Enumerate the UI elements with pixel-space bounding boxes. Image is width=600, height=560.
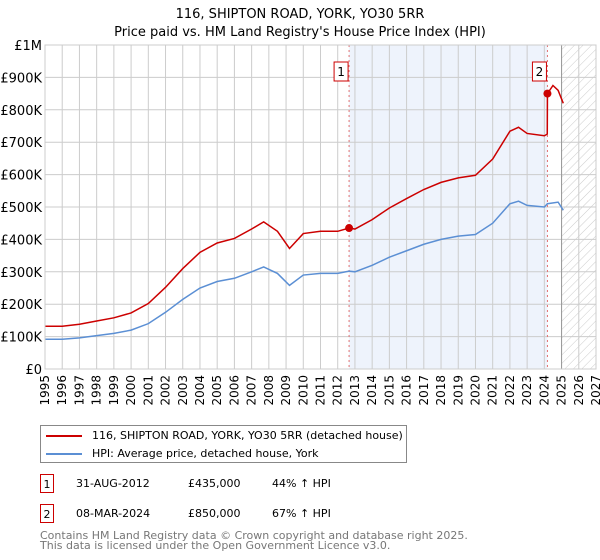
x-tick-label: 2021 — [486, 375, 500, 406]
sale-date: 31-AUG-2012 — [76, 477, 150, 490]
x-tick-label: 1995 — [38, 375, 52, 406]
x-tick-label: 2027 — [589, 375, 600, 406]
x-tick-label: 2008 — [262, 375, 276, 406]
x-tick-label: 1999 — [107, 375, 121, 406]
x-tick-label: 2004 — [193, 375, 207, 406]
x-tick-label: 2011 — [314, 375, 328, 406]
y-tick-label: £1M — [14, 39, 42, 54]
plot-frame — [44, 44, 597, 370]
x-tick-label: 2000 — [124, 375, 138, 406]
y-tick-label: £300K — [0, 266, 42, 281]
property-line — [45, 84, 564, 327]
y-tick-label: £700K — [0, 136, 42, 151]
x-tick-label: 2020 — [468, 375, 482, 406]
x-tick-label: 2001 — [141, 375, 155, 406]
sale-point — [543, 89, 552, 98]
x-tick-label: 2003 — [176, 375, 190, 406]
x-tick-label: 2015 — [382, 375, 396, 406]
legend-label-property: 116, SHIPTON ROAD, YORK, YO30 5RR (detac… — [92, 429, 403, 442]
sale-hpi: 67% ↑ HPI — [272, 507, 331, 520]
y-tick-label: £900K — [0, 71, 42, 86]
x-tick-label: 2002 — [159, 375, 173, 406]
chart-subtitle: Price paid vs. HM Land Registry's House … — [114, 25, 486, 40]
sale-price: £435,000 — [188, 477, 241, 490]
x-tick-label: 2026 — [572, 375, 586, 406]
x-tick-label: 2005 — [210, 375, 224, 406]
sale-price: £850,000 — [188, 507, 241, 520]
x-tick-label: 2012 — [331, 375, 345, 406]
y-tick-label: £400K — [0, 233, 42, 248]
sale-point — [345, 224, 354, 233]
chart-title: 116, SHIPTON ROAD, YORK, YO30 5RR — [176, 7, 425, 22]
x-tick-label: 2023 — [520, 375, 534, 406]
footer: Contains HM Land Registry data © Crown c… — [40, 529, 468, 552]
y-tick-label: £800K — [0, 104, 42, 119]
y-tick-label: £100K — [0, 331, 42, 346]
x-tick-label: 2025 — [555, 375, 569, 406]
price-chart: 116, SHIPTON ROAD, YORK, YO30 5RR Price … — [0, 7, 600, 406]
x-tick-label: 2010 — [296, 375, 310, 406]
x-tick-label: 2022 — [503, 375, 517, 406]
x-tick-label: 2007 — [245, 375, 259, 406]
y-tick-label: £0 — [25, 363, 42, 378]
x-tick-label: 2016 — [400, 375, 414, 406]
x-tick-label: 1996 — [55, 375, 69, 406]
sale-label: 2 — [536, 65, 544, 79]
legend: 116, SHIPTON ROAD, YORK, YO30 5RR (detac… — [40, 425, 407, 463]
sale-date: 08-MAR-2024 — [76, 507, 151, 520]
y-tick-label: £200K — [0, 298, 42, 313]
legend-swatch-hpi — [46, 452, 82, 455]
x-tick-label: 2014 — [365, 375, 379, 406]
x-tick-label: 2018 — [434, 375, 448, 406]
footer-line: This data is licensed under the Open Gov… — [40, 539, 391, 552]
x-tick-label: 1998 — [90, 375, 104, 406]
sale-label: 1 — [337, 65, 345, 79]
x-tick-label: 2013 — [348, 375, 362, 406]
footer-line: Contains HM Land Registry data © Crown c… — [40, 529, 468, 542]
y-tick-label: £500K — [0, 201, 42, 216]
sale-label-box — [531, 61, 547, 82]
x-tick-label: 2006 — [227, 375, 241, 406]
x-tick-label: 2017 — [417, 375, 431, 406]
sale-badge: 2 — [40, 504, 54, 523]
legend-swatch-property — [46, 434, 82, 437]
sale-badge: 1 — [40, 474, 54, 493]
legend-label-hpi: HPI: Average price, detached house, York — [92, 447, 319, 460]
sale-label-box — [333, 61, 349, 82]
x-tick-label: 2009 — [279, 375, 293, 406]
sale-row: 2 08-MAR-2024 £850,000 67% ↑ HPI — [40, 504, 331, 523]
hpi-line — [45, 200, 564, 340]
x-tick-label: 1997 — [72, 375, 86, 406]
y-tick-label: £600K — [0, 169, 42, 184]
sale-row: 1 31-AUG-2012 £435,000 44% ↑ HPI — [40, 474, 331, 493]
x-tick-label: 2019 — [451, 375, 465, 406]
sale-hpi: 44% ↑ HPI — [272, 477, 331, 490]
x-tick-label: 2024 — [537, 375, 551, 406]
